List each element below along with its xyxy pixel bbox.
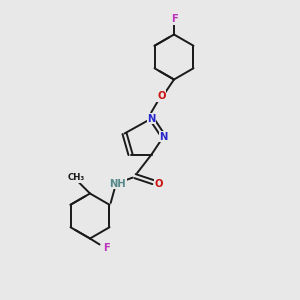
Text: NH: NH: [109, 178, 126, 189]
Text: N: N: [159, 131, 168, 142]
Text: F: F: [103, 243, 110, 254]
Text: CH₃: CH₃: [67, 173, 85, 182]
Text: O: O: [157, 91, 166, 101]
Text: O: O: [155, 178, 163, 189]
Text: N: N: [147, 113, 156, 124]
Text: F: F: [171, 14, 177, 24]
